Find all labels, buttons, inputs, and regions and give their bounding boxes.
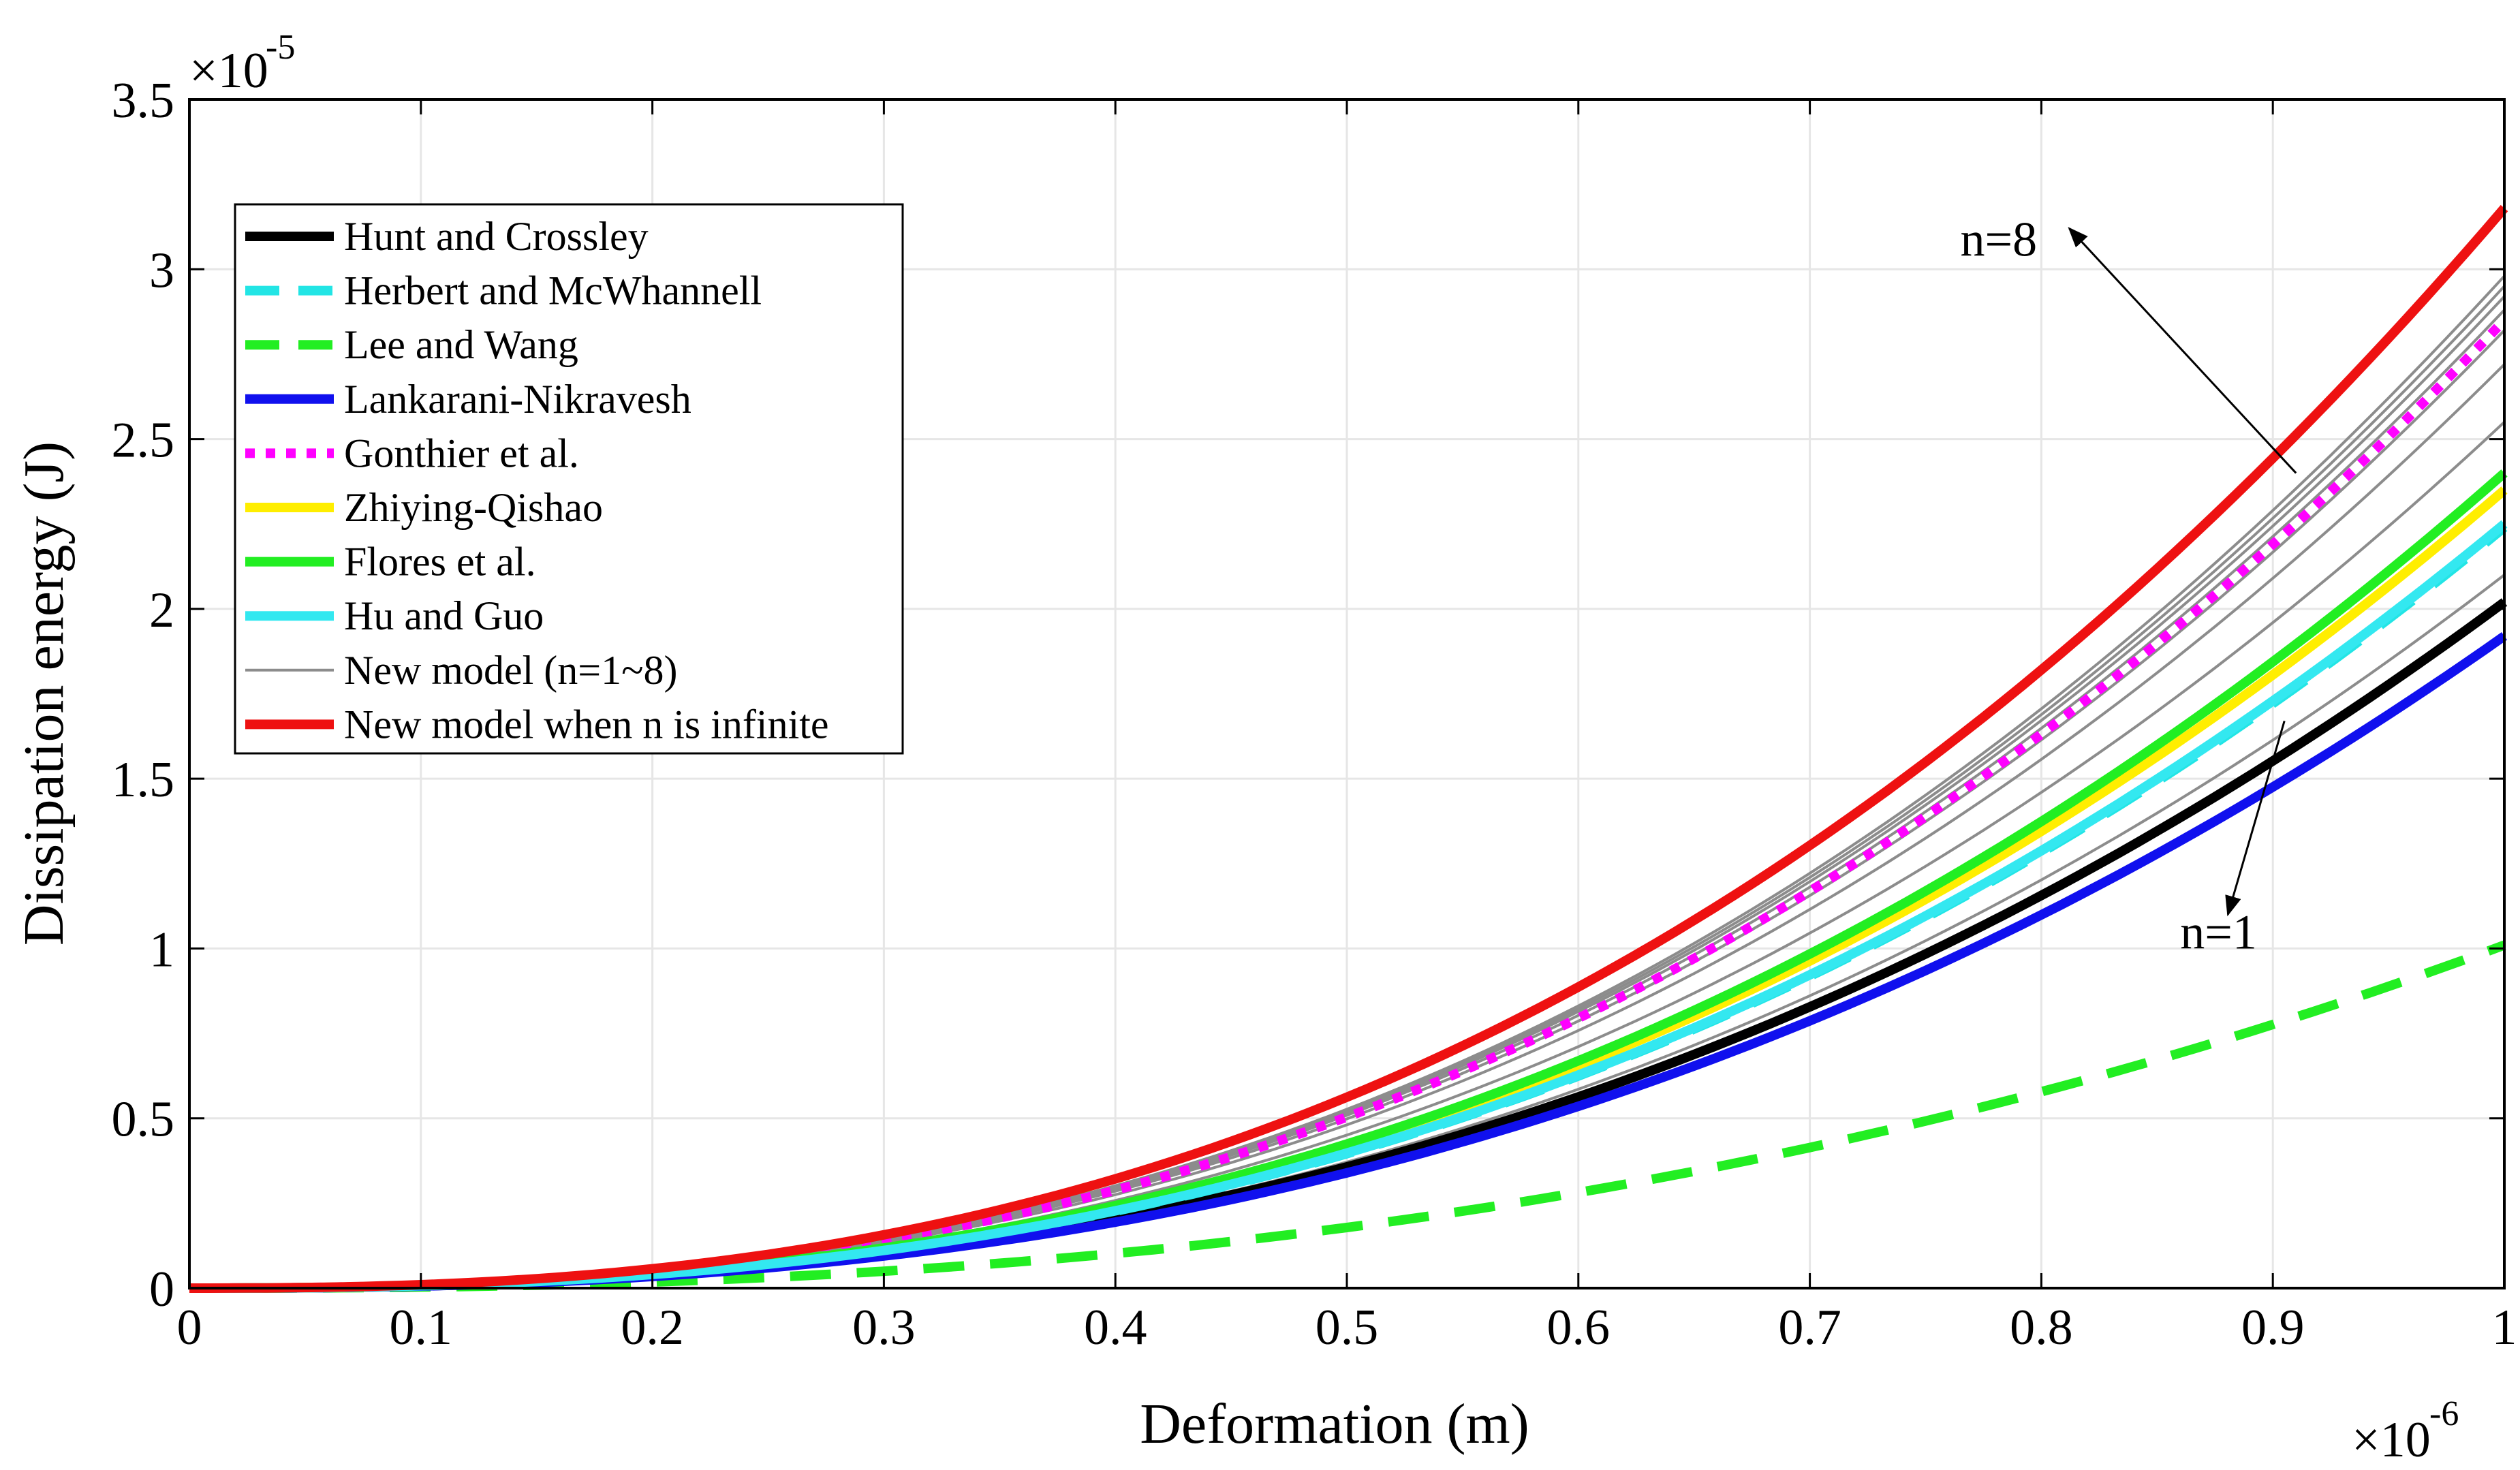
legend-label: Hunt and Crossley [344, 214, 649, 259]
y-tick-label: 1 [149, 922, 174, 978]
y-multiplier-base: ×10 [189, 43, 268, 99]
y-tick-label: 3 [149, 243, 174, 298]
legend-label: Zhiying-Qishao [344, 485, 603, 530]
x-tick-label: 1 [2492, 1300, 2517, 1356]
series-line-new-model-when-n-is-infinite [189, 204, 2508, 1293]
x-axis-label: Deformation (m) [1140, 1392, 1529, 1456]
x-multiplier-exp: -6 [2429, 1394, 2459, 1433]
annotation-label: n=8 [1960, 212, 2037, 266]
legend-label: Gonthier et al. [344, 431, 579, 475]
legend-label: Flores et al. [344, 539, 536, 584]
y-axis-label: Dissipation energy (J) [12, 441, 76, 945]
x-tick-label: 0.1 [390, 1300, 453, 1356]
y-tick-label: 3.5 [112, 73, 175, 129]
annotations: n=8 n=1 [1960, 212, 2297, 959]
y-tick-label: 0.5 [112, 1092, 175, 1148]
annotation-arrow [2225, 720, 2286, 917]
legend: Hunt and Crossley Herbert and McWhannell L… [234, 203, 904, 755]
legend-label: Lankarani-Nikravesh [344, 377, 691, 422]
annotation-label: n=1 [2180, 905, 2257, 959]
y-tick-label: 2.5 [112, 413, 175, 469]
x-tick-label: 0.7 [1778, 1300, 1841, 1356]
x-multiplier: ×10 -6 [2352, 1394, 2459, 1468]
tick-labels: 0 0.1 0.2 0.3 0.4 0.5 0.6 0.7 0.8 0.9 1 0 0.5 1 1.5 2 2.… [112, 73, 2517, 1356]
legend-label: New model (n=1~8) [344, 648, 678, 693]
annotation-arrow [2068, 227, 2297, 474]
y-tick-label: 0 [149, 1262, 174, 1317]
x-tick-label: 0.9 [2241, 1300, 2305, 1356]
y-multiplier-exp: -5 [266, 28, 295, 67]
x-tick-label: 0 [177, 1300, 202, 1356]
series-line-lee-and-wang [189, 940, 2506, 1293]
x-tick-label: 0.4 [1084, 1300, 1147, 1356]
x-tick-label: 0.5 [1316, 1300, 1379, 1356]
legend-label: Lee and Wang [344, 322, 578, 367]
legend-label: Hu and Guo [344, 593, 544, 638]
legend-label: New model when n is infinite [344, 702, 829, 747]
legend-items: Hunt and Crossley Herbert and McWhannell L… [245, 214, 829, 747]
legend-box [234, 203, 904, 755]
series-line-gonthier-et-al [189, 317, 2508, 1293]
ticks [188, 98, 2506, 1289]
y-multiplier: ×10 -5 [189, 28, 295, 99]
x-tick-label: 0.8 [2010, 1300, 2073, 1356]
series-group [189, 204, 2508, 1293]
x-tick-label: 0.3 [852, 1300, 916, 1356]
y-tick-label: 1.5 [112, 752, 175, 808]
x-tick-label: 0.6 [1547, 1300, 1611, 1356]
x-multiplier-base: ×10 [2352, 1412, 2431, 1468]
y-tick-label: 2 [149, 582, 174, 638]
x-tick-label: 0.2 [621, 1300, 684, 1356]
legend-label: Herbert and McWhannell [344, 268, 762, 313]
